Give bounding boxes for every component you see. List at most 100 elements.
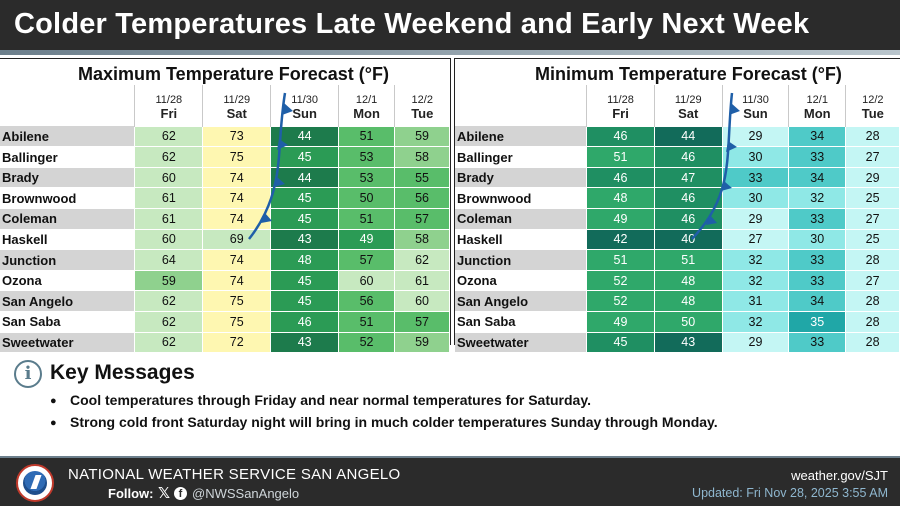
temp-cell: 49 (586, 208, 655, 230)
temp-cell: 45 (270, 146, 340, 168)
temp-cell: 52 (338, 331, 396, 354)
temp-cell: 32 (721, 269, 790, 292)
temp-cell: 62 (134, 311, 204, 333)
table-row: San Angelo 52 48 31 34 28 (455, 290, 900, 313)
key-message: Cool temperatures through Friday and nea… (50, 392, 718, 408)
temp-cell: 49 (586, 311, 655, 333)
temp-cell: 46 (586, 166, 655, 189)
table-row: Ballinger 51 46 30 33 27 (455, 146, 900, 168)
table-row: Ozona 52 48 32 33 27 (455, 269, 900, 292)
city-name: San Angelo (455, 290, 587, 313)
min-col-day: Sun (721, 105, 789, 127)
footer-stripe (0, 456, 900, 459)
key-messages: i Key Messages Cool temperatures through… (0, 352, 900, 452)
temp-cell: 69 (202, 228, 272, 251)
table-row: Ballinger 62 75 45 53 58 (0, 146, 450, 168)
temp-cell: 44 (270, 125, 340, 148)
social-handle[interactable]: @NWSSanAngelo (192, 486, 300, 501)
temp-cell: 60 (394, 290, 450, 313)
temp-cell: 27 (845, 208, 900, 230)
city-name: Sweetwater (455, 332, 587, 354)
temp-cell: 58 (394, 228, 450, 251)
temp-cell: 57 (394, 311, 450, 333)
temp-cell: 61 (394, 269, 450, 292)
temp-cell: 57 (394, 208, 450, 230)
temp-cell: 61 (134, 187, 204, 210)
temp-cell: 28 (845, 311, 900, 333)
table-row: San Saba 49 50 32 35 28 (455, 311, 900, 333)
temp-cell: 29 (721, 125, 790, 148)
temp-cell: 45 (270, 187, 340, 210)
table-row: Coleman 61 74 45 51 57 (0, 208, 450, 230)
city-name: Junction (455, 249, 587, 271)
footer-bar: NATIONAL WEATHER SERVICE SAN ANGELO Foll… (0, 458, 900, 506)
temp-cell: 48 (586, 187, 655, 210)
temp-cell: 60 (134, 166, 204, 189)
x-icon[interactable]: 𝕏 (158, 485, 171, 502)
temp-cell: 28 (845, 249, 900, 271)
table-row: Haskell 42 40 27 30 25 (455, 228, 900, 251)
temp-cell: 33 (788, 249, 847, 271)
temp-cell: 34 (788, 290, 847, 313)
city-name: Sweetwater (0, 332, 135, 354)
min-col-day: Tue (845, 105, 900, 127)
temp-cell: 59 (394, 331, 450, 354)
table-row: Ozona 59 74 45 60 61 (0, 269, 450, 292)
max-col-day: Mon (338, 105, 395, 127)
temp-cell: 64 (134, 249, 204, 271)
temp-cell: 73 (202, 125, 272, 148)
city-name: Brady (0, 167, 135, 189)
key-messages-list: Cool temperatures through Friday and nea… (50, 392, 718, 436)
temp-cell: 33 (788, 208, 847, 230)
temp-cell: 48 (653, 290, 723, 313)
temp-cell: 29 (845, 166, 900, 189)
facebook-icon[interactable]: f (174, 487, 187, 500)
min-col-date: 12/2 (845, 85, 900, 106)
min-col-day: Mon (788, 105, 846, 127)
temp-cell: 51 (338, 125, 396, 148)
temp-cell: 44 (270, 166, 340, 189)
temp-cell: 62 (134, 125, 204, 148)
city-name: San Saba (455, 311, 587, 333)
temp-cell: 25 (845, 187, 900, 210)
page-title: Colder Temperatures Late Weekend and Ear… (14, 8, 810, 40)
table-row: San Angelo 62 75 45 56 60 (0, 290, 450, 313)
table-row: Brady 46 47 33 34 29 (455, 166, 900, 189)
temp-cell: 35 (788, 311, 847, 333)
temp-cell: 61 (134, 208, 204, 230)
temp-cell: 31 (721, 290, 790, 313)
temp-cell: 33 (788, 269, 847, 292)
table-row: Abilene 62 73 44 51 59 (0, 125, 450, 148)
temp-cell: 48 (653, 269, 723, 292)
temp-cell: 40 (653, 228, 723, 251)
temp-cell: 72 (202, 331, 272, 354)
min-col-date: 11/28 (586, 85, 655, 106)
header-stripe (0, 50, 900, 55)
max-table-title: Maximum Temperature Forecast (°F) (78, 64, 389, 84)
table-row: Junction 64 74 48 57 62 (0, 249, 450, 271)
city-name: Haskell (0, 229, 135, 251)
min-col-day: Fri (586, 105, 655, 127)
temp-cell: 49 (338, 228, 396, 251)
temp-cell: 59 (134, 269, 204, 292)
min-col-date: 12/1 (788, 85, 846, 106)
office-name: NATIONAL WEATHER SERVICE SAN ANGELO (68, 466, 401, 483)
temp-cell: 32 (721, 311, 790, 333)
max-col-day: Sun (270, 105, 339, 127)
temp-cell: 34 (788, 166, 847, 189)
city-name: Brownwood (0, 187, 135, 210)
temp-cell: 50 (338, 187, 396, 210)
max-col-day: Sat (202, 105, 271, 127)
table-row: Coleman 49 46 29 33 27 (455, 208, 900, 230)
temp-cell: 55 (394, 166, 450, 189)
temp-cell: 28 (845, 125, 900, 148)
city-name: Brownwood (455, 187, 587, 210)
follow-label: Follow: (108, 486, 154, 501)
temp-cell: 62 (134, 290, 204, 313)
temp-cell: 53 (338, 166, 396, 189)
city-name: Haskell (455, 229, 587, 251)
temp-cell: 25 (845, 228, 900, 251)
website-link[interactable]: weather.gov/SJT (791, 468, 888, 483)
temp-cell: 46 (653, 146, 723, 168)
temp-cell: 33 (788, 146, 847, 168)
